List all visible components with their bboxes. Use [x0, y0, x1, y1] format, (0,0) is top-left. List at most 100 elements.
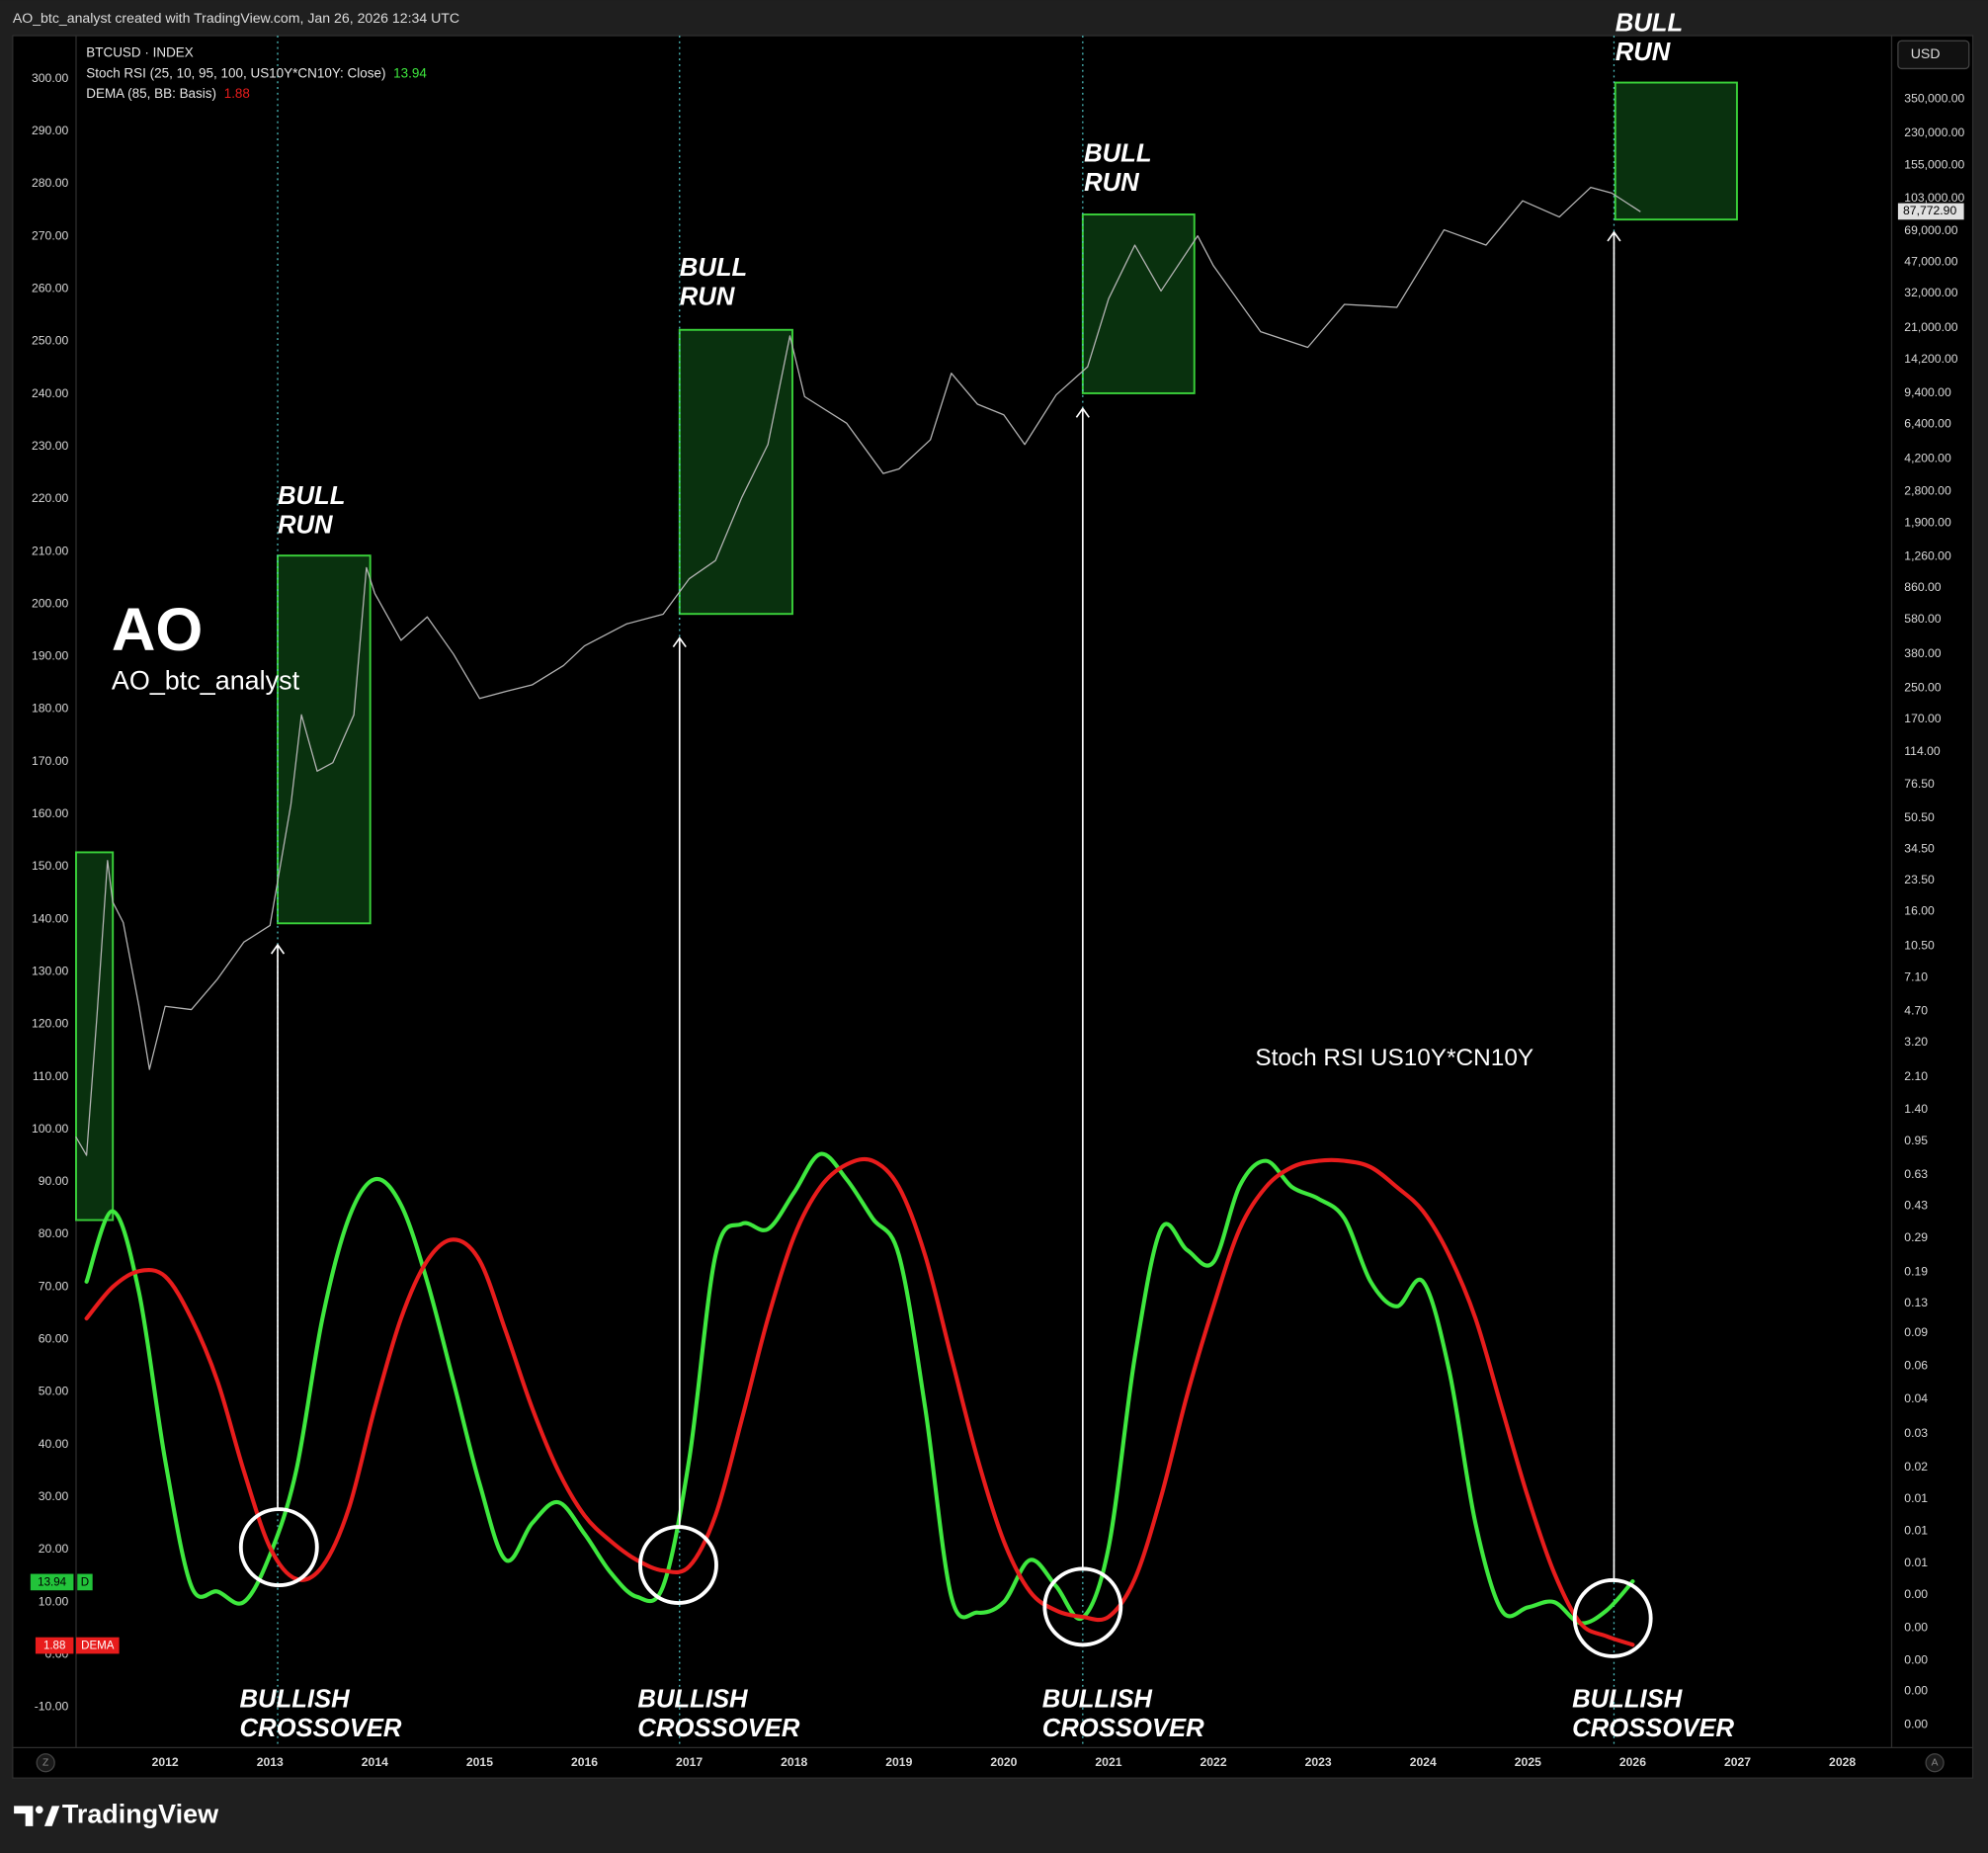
y2-tick-label: 0.19: [1904, 1265, 1928, 1279]
y2-tick-label: 50.50: [1904, 810, 1935, 824]
legend-name: Stoch RSI (25, 10, 95, 100, US10Y*CN10Y:…: [86, 65, 385, 80]
x-tick-label: 2027: [1724, 1755, 1751, 1769]
header: AO_btc_analyst created with TradingView.…: [13, 10, 459, 26]
y2-tick-label: 76.50: [1904, 777, 1935, 791]
bull-run-box: [1081, 213, 1196, 394]
y2-tick-label: 0.00: [1904, 1620, 1928, 1634]
legend-value: 1.88: [224, 86, 250, 101]
y2-tick-label: 860.00: [1904, 580, 1941, 594]
badge: [75, 1637, 120, 1654]
y-tick-label: 60.00: [39, 1332, 69, 1346]
y-tick-label: 260.00: [32, 281, 68, 295]
arrow: [270, 943, 286, 1510]
y2-tick-label: 10.50: [1904, 938, 1935, 952]
x-tick-label: 2018: [781, 1755, 807, 1769]
y-tick-label: 90.00: [39, 1174, 69, 1188]
bull-run-box: [1614, 81, 1738, 221]
crossover-label: BULLISH: [1572, 1686, 1683, 1714]
x-tick-label: 2023: [1305, 1755, 1332, 1769]
y-tick-label: 270.00: [32, 228, 68, 242]
x-tick-label: 2012: [152, 1755, 179, 1769]
bull-run-box: [678, 328, 793, 616]
crossover-label: CROSSOVER: [240, 1715, 402, 1742]
y-tick-label: 190.00: [32, 649, 68, 663]
y2-tick-label: 380.00: [1904, 646, 1941, 660]
bull-run-label: BULL: [1615, 9, 1683, 37]
y2-tick-label: 170.00: [1904, 712, 1941, 725]
legend-value: 13.94: [393, 65, 427, 80]
currency-button[interactable]: [1897, 40, 1970, 70]
y2-tick-label: 32,000.00: [1904, 286, 1957, 299]
y-tick-label: 200.00: [32, 596, 68, 610]
bull-run-label: RUN: [680, 283, 735, 310]
bull-run-labels: BULL RUN BULL RUN BULL RUN BULL RUN BULL…: [240, 9, 1735, 1742]
x-tick-label: 2025: [1515, 1755, 1541, 1769]
y-tick-label: 10.00: [39, 1594, 69, 1608]
y2-tick-label: 350,000.00: [1904, 91, 1964, 105]
footer-brand: TradingView: [62, 1800, 218, 1829]
legend-entry: BTCUSD · INDEX: [86, 45, 194, 60]
value-badge: [30, 1573, 74, 1591]
badge-text: D: [81, 1577, 89, 1589]
indicator-label: Stoch RSI US10Y*CN10Y: [1255, 1045, 1533, 1071]
x-tick-label: 2013: [257, 1755, 284, 1769]
y2-tick-label: 23.50: [1904, 873, 1935, 886]
y2-tick-label: 0.00: [1904, 1717, 1928, 1730]
y2-tick-label: 0.63: [1904, 1167, 1928, 1181]
logo-shape: [43, 1806, 60, 1826]
y-tick-label: 160.00: [32, 806, 68, 820]
y2-tick-label: 1,260.00: [1904, 548, 1951, 562]
price-label-box: [1897, 203, 1964, 220]
bull-run-label: BULL: [278, 482, 345, 510]
y2-tick-label: 155,000.00: [1904, 157, 1964, 171]
logo: [14, 1806, 60, 1826]
x-tick-label: 2020: [990, 1755, 1017, 1769]
crossover-circle: [1042, 1566, 1123, 1647]
watermark-title: AO: [112, 596, 203, 664]
y2-tick-label: 0.03: [1904, 1426, 1928, 1440]
x-tick-label: 2016: [571, 1755, 598, 1769]
y-tick-label: 110.00: [33, 1069, 69, 1083]
y-tick-label: 40.00: [39, 1437, 69, 1451]
y2-tick-label: 34.50: [1904, 841, 1935, 855]
y-tick-label: -10.00: [35, 1700, 69, 1714]
crossover-label: CROSSOVER: [1042, 1715, 1204, 1742]
badge: [77, 1573, 93, 1591]
zoom-label: Z: [42, 1757, 48, 1768]
crossover-circle: [638, 1525, 718, 1605]
value-badge-text: 13.94: [38, 1577, 66, 1589]
y2-tick-label: 2.10: [1904, 1069, 1928, 1083]
y-tick-label: 130.00: [32, 964, 68, 977]
y-tick-label: 250.00: [32, 334, 68, 348]
currency-label: USD: [1911, 45, 1941, 61]
y-tick-label: 50.00: [39, 1385, 69, 1398]
x-tick-label: 2017: [676, 1755, 703, 1769]
y2-tick-label: 0.00: [1904, 1653, 1928, 1667]
zoom-button[interactable]: [36, 1753, 55, 1773]
logo-shape: [14, 1806, 34, 1826]
crossover-circles: [238, 1507, 1653, 1658]
watermark-subtitle: AO_btc_analyst: [112, 666, 300, 696]
y2-tick-label: 0.06: [1904, 1358, 1928, 1372]
y2-tick-label: 0.29: [1904, 1230, 1928, 1244]
y-tick-label: 70.00: [39, 1279, 69, 1293]
legend: BTCUSD · INDEX Stoch RSI (25, 10, 95, 10…: [86, 45, 427, 101]
x-tick-label: 2024: [1410, 1755, 1437, 1769]
bull-run-label: RUN: [1084, 169, 1139, 197]
y-tick-label: 180.00: [32, 702, 68, 716]
arrow: [672, 636, 687, 1526]
y2-tick-label: 0.43: [1904, 1198, 1928, 1212]
bull-run-boxes: [75, 81, 1738, 1221]
y-tick-label: 170.00: [32, 754, 68, 768]
bull-run-label: RUN: [1615, 39, 1671, 66]
y-tick-label: 280.00: [32, 176, 68, 190]
y2-tick-label: 230,000.00: [1904, 126, 1964, 139]
x-tick-label: 2014: [362, 1755, 388, 1769]
bull-run-label: BULL: [1084, 139, 1151, 167]
auto-button[interactable]: [1925, 1753, 1945, 1773]
y2-tick-label: 250.00: [1904, 680, 1941, 694]
y2-tick-label: 3.20: [1904, 1035, 1928, 1049]
y-tick-label: 140.00: [32, 911, 68, 925]
crossover-label: CROSSOVER: [637, 1715, 799, 1742]
